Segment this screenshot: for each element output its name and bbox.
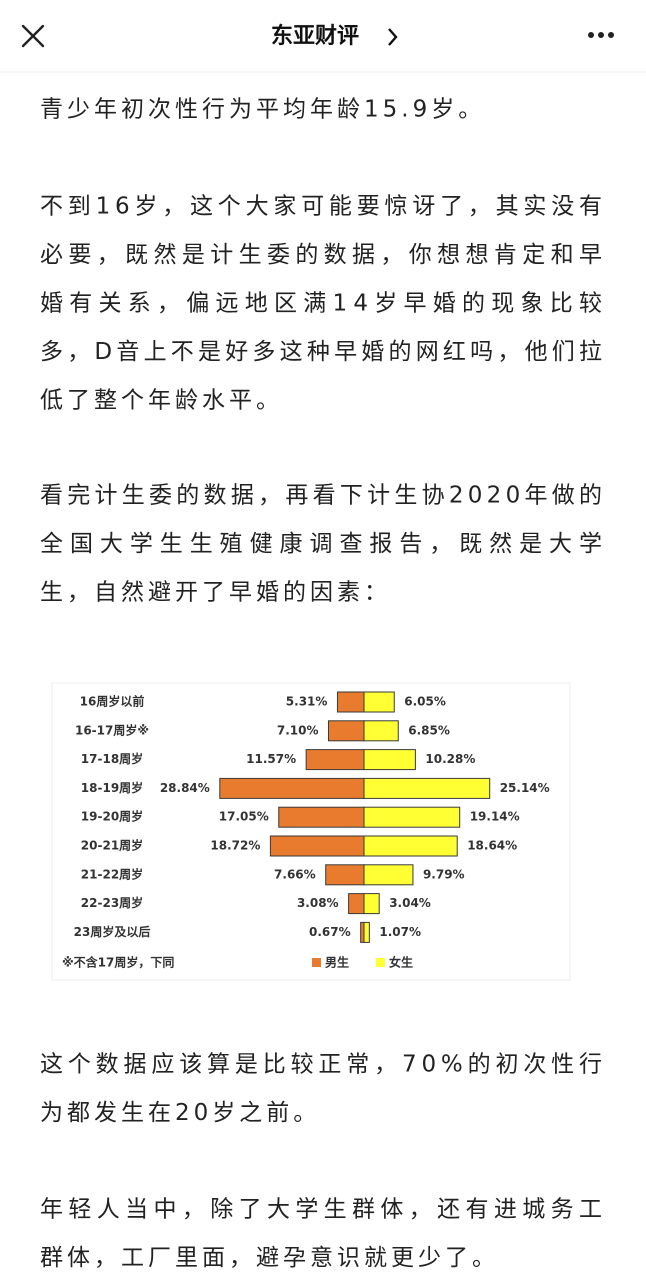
value-label: 3.04% — [389, 896, 431, 910]
chevron[interactable] — [388, 28, 398, 46]
legend-swatch — [376, 958, 385, 967]
bar — [305, 749, 365, 771]
paragraph-line: 这个数据应该算是比较正常，70%的初次性行 — [40, 1052, 606, 1078]
legend-label: 女生 — [389, 955, 413, 970]
bar — [348, 893, 365, 915]
paragraph-line: 婚有关系，偏远地区满14岁早婚的现象比较 — [40, 291, 606, 317]
value-label: 6.05% — [404, 695, 446, 709]
bar — [363, 720, 399, 742]
bar — [219, 777, 365, 799]
category-label: 20-21周岁 — [81, 838, 143, 853]
paragraph-line: 全国大学生生殖健康调查报告，既然是大学 — [40, 531, 606, 557]
category-label: 19-20周岁 — [81, 809, 143, 824]
value-label: 28.84% — [160, 781, 210, 795]
value-label: 17.05% — [219, 810, 269, 824]
bar — [325, 864, 365, 886]
value-label: 18.72% — [210, 839, 260, 853]
paragraph-line: 为都发生在20岁之前。 — [40, 1100, 320, 1126]
paragraph-line: 必要，既然是计生委的数据，你想想肯定和早 — [40, 242, 606, 268]
bar — [363, 835, 458, 857]
value-label: 18.64% — [467, 839, 517, 853]
paragraph-line: 生，自然避开了早婚的因素： — [40, 580, 391, 606]
chart-frame — [51, 682, 571, 981]
legend-label: 男生 — [325, 955, 349, 970]
value-label: 25.14% — [500, 781, 550, 795]
value-label: 9.79% — [423, 867, 465, 881]
account-title[interactable]: 东亚财评 — [271, 23, 359, 49]
category-label: 23周岁及以后 — [74, 924, 151, 939]
paragraph-line: 年轻人当中，除了大学生群体，还有进城务工 — [40, 1197, 606, 1223]
bar — [328, 720, 365, 742]
value-label: 7.10% — [277, 723, 319, 737]
paragraph-line: 看完计生委的数据，再看下计生协2020年做的 — [40, 483, 606, 509]
bar — [278, 806, 365, 828]
value-label: 7.66% — [274, 867, 316, 881]
bar — [363, 691, 395, 713]
bar — [363, 893, 380, 915]
bar — [363, 921, 370, 943]
value-label: 10.28% — [425, 752, 475, 766]
paragraph-line: 青少年初次性行为平均年龄15.9岁。 — [40, 97, 485, 123]
category-label: 18-19周岁 — [81, 780, 143, 795]
category-label: 21-22周岁 — [81, 866, 143, 881]
value-label: 11.57% — [246, 752, 296, 766]
value-label: 19.14% — [470, 810, 520, 824]
category-label: 17-18周岁 — [81, 751, 143, 766]
paragraph-line: 群体，工厂里面，避孕意识就更少了。 — [40, 1245, 499, 1271]
bar — [360, 921, 365, 943]
paragraph-line: 不到16岁，这个大家可能要惊讶了，其实没有 — [40, 194, 606, 220]
value-label: 6.85% — [408, 723, 450, 737]
value-label: 3.08% — [297, 896, 339, 910]
value-label: 1.07% — [379, 925, 421, 939]
category-label: 16-17周岁※ — [75, 722, 149, 737]
bar — [363, 749, 416, 771]
category-label: 16周岁以前 — [80, 694, 145, 709]
value-label: 0.67% — [309, 925, 351, 939]
close-button[interactable] — [21, 24, 45, 48]
bar — [363, 864, 414, 886]
bar — [363, 806, 461, 828]
category-label: 22-23周岁 — [81, 895, 143, 910]
bar — [363, 777, 491, 799]
bar — [269, 835, 365, 857]
more-button[interactable] — [588, 32, 614, 38]
value-label: 5.31% — [286, 695, 328, 709]
paragraph-line: 多，D音上不是好多这种早婚的网红吗，他们拉 — [40, 339, 606, 365]
chart-note: ※不含17周岁，下同 — [62, 955, 174, 970]
bar — [336, 691, 365, 713]
legend-swatch — [312, 958, 321, 967]
paragraph-line: 低了整个年龄水平。 — [40, 388, 283, 414]
top-bar — [0, 0, 646, 72]
